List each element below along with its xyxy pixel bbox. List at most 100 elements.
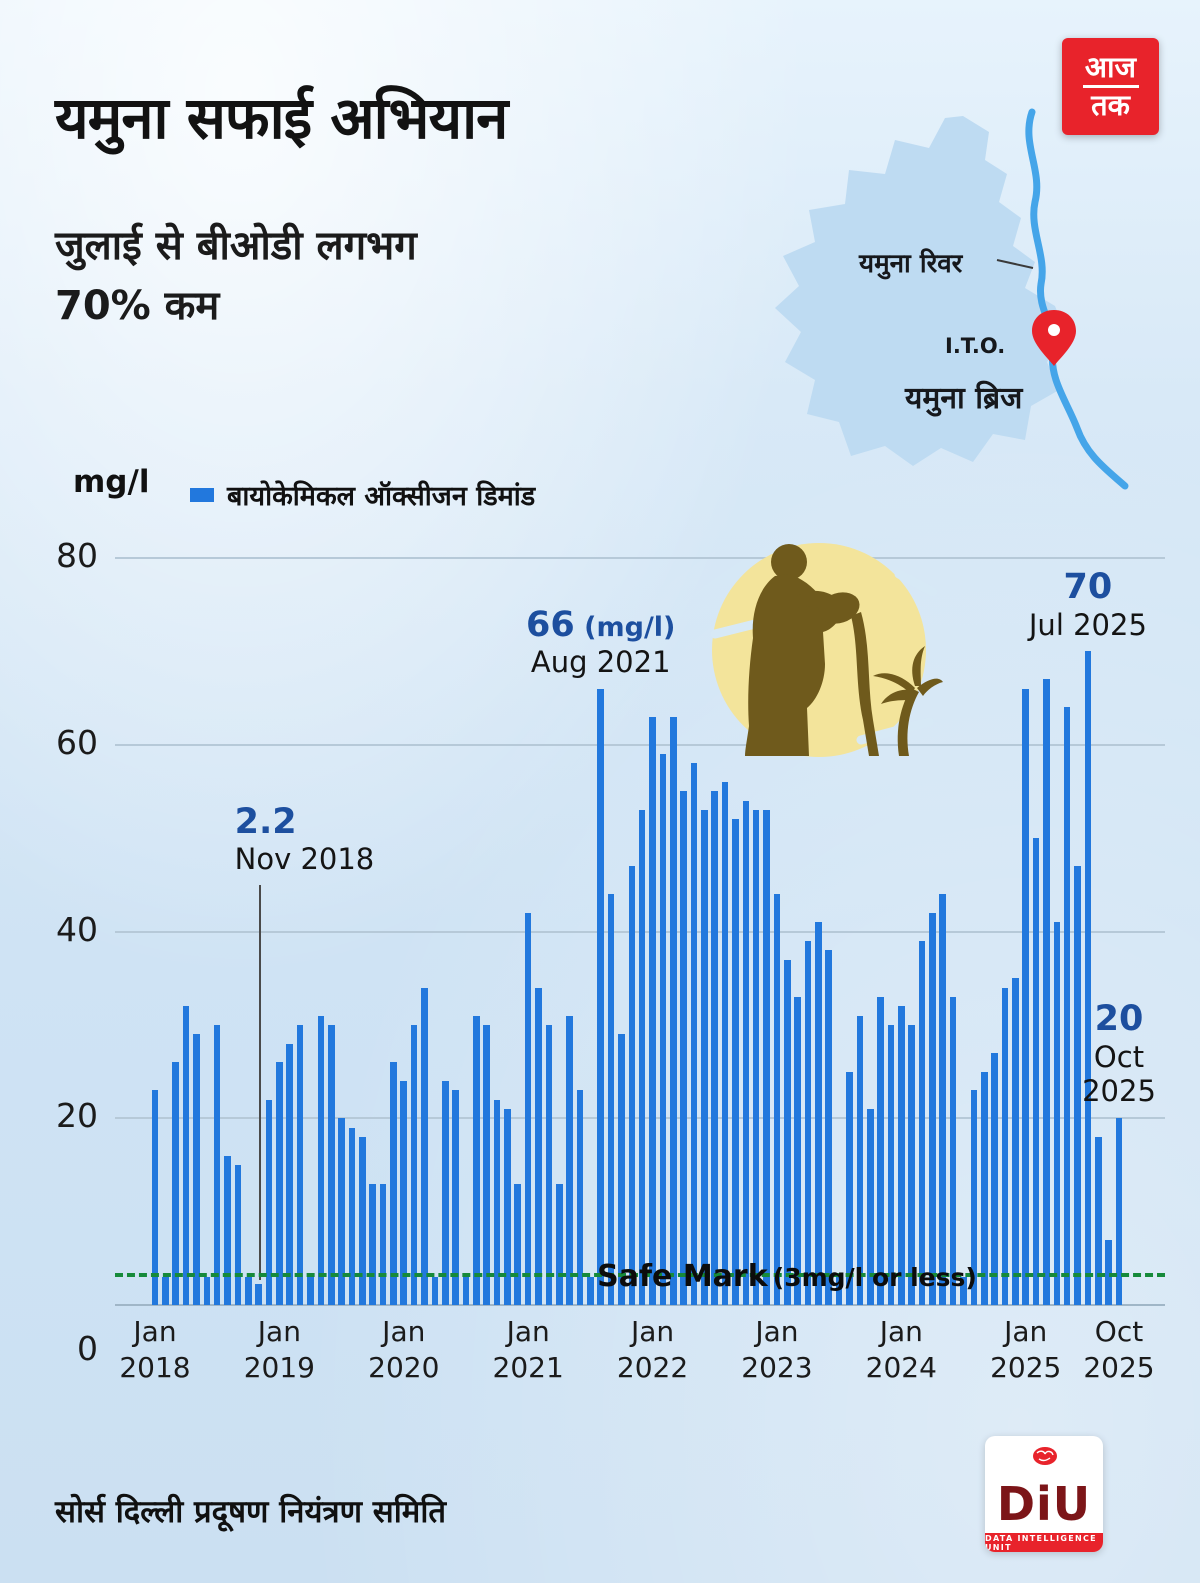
diu-logo-top: DiU	[985, 1436, 1103, 1533]
subtitle: जुलाई से बीओडी लगभग 70% कम	[55, 216, 417, 336]
page-title: यमुना सफाई अभियान	[55, 84, 508, 152]
bar-nov-2022	[752, 810, 760, 1305]
bar-dec-2019	[390, 1062, 397, 1305]
bar-nov-2021	[628, 866, 636, 1305]
annotation-date: 2025	[1082, 1074, 1156, 1109]
diu-logo-name: DiU	[996, 1477, 1092, 1531]
aajtak-logo-divider	[1082, 85, 1139, 88]
river-label: यमुना रिवर	[859, 249, 963, 279]
bar-jun-2021	[576, 1090, 584, 1305]
bar-may-2025	[1063, 707, 1071, 1305]
bar-jul-2018	[213, 1024, 221, 1305]
chart-legend: बायोकेमिकल ऑक्सीजन डिमांड	[190, 476, 535, 513]
safe-mark-label: Safe Mark (3mg/l or less)	[597, 1259, 977, 1294]
bar-may-2018	[193, 1034, 200, 1305]
aajtak-logo-bottom-text: तक	[1091, 88, 1130, 122]
brain-icon	[1033, 1447, 1057, 1465]
annotation-date: Oct	[1093, 1039, 1145, 1074]
bar-mar-2022	[669, 716, 677, 1305]
bar-aug-2023	[846, 1071, 853, 1305]
bar-sep-2021	[607, 894, 615, 1305]
bar-mar-2025	[1043, 679, 1050, 1305]
bar-dec-2018	[265, 1099, 273, 1305]
annotation-value: 20	[1094, 999, 1144, 1040]
bar-dec-2020	[514, 1183, 522, 1305]
x-tick-jan-2020: Jan 2020	[368, 1315, 440, 1385]
bar-jun-2019	[327, 1024, 335, 1305]
bar-sep-2022	[732, 819, 739, 1305]
subtitle-line1: जुलाई से बीओडी लगभग	[55, 223, 417, 269]
bar-oct-2023	[866, 1108, 874, 1305]
bar-oct-2022	[742, 800, 750, 1305]
x-tick-jan-2021: Jan 2021	[492, 1315, 564, 1385]
legend-series-label: बायोकेमिकल ऑक्सीजन डिमांड	[227, 481, 536, 512]
bar-jan-2019	[276, 1062, 283, 1305]
bar-jan-2025	[1022, 688, 1029, 1305]
bar-jul-2022	[711, 791, 719, 1305]
bar-sep-2019	[359, 1136, 366, 1305]
bar-feb-2024	[908, 1024, 915, 1305]
bar-apr-2023	[804, 940, 812, 1305]
bar-nov-2024	[1001, 987, 1009, 1305]
bar-feb-2021	[535, 987, 542, 1305]
bar-jul-2025	[1084, 651, 1092, 1305]
bar-dec-2022	[763, 810, 770, 1305]
bar-apr-2025	[1053, 922, 1061, 1305]
x-tick-jan-2025: Jan 2025	[990, 1315, 1062, 1385]
bar-apr-2020	[431, 1277, 439, 1305]
annotation-unit: (mg/l)	[574, 611, 676, 643]
x-tick-jan-2019: Jan 2019	[243, 1315, 316, 1385]
bar-may-2024	[939, 894, 947, 1305]
bar-oct-2018	[244, 1277, 252, 1305]
bar-oct-2021	[618, 1034, 625, 1305]
bar-oct-2024	[991, 1052, 998, 1305]
x-tick-oct-2025: Oct 2025	[1083, 1315, 1155, 1385]
annotation-20: 20 Oct 2025	[1082, 999, 1156, 1109]
bar-mar-2020	[421, 987, 428, 1305]
x-tick-jan-2018: Jan 2018	[119, 1315, 191, 1385]
y-axis-label-60: 60	[56, 722, 98, 762]
x-tick-jan-2023: Jan 2023	[741, 1315, 813, 1385]
gridline-0	[115, 1304, 1165, 1306]
gridline-80	[115, 557, 1165, 559]
plot-area: Safe Mark (3mg/l or less) 2.2 Nov 2018 66 …	[115, 557, 1165, 1306]
y-axis-unit-label: mg/l	[73, 464, 150, 500]
bar-apr-2021	[555, 1183, 563, 1305]
safe-mark-line	[115, 1273, 1165, 1277]
bar-apr-2024	[929, 912, 936, 1305]
bar-may-2020	[441, 1080, 449, 1305]
bar-jan-2020	[400, 1080, 408, 1305]
bar-dec-2024	[1012, 978, 1019, 1305]
bar-mar-2024	[918, 940, 926, 1305]
bar-aug-2018	[224, 1155, 231, 1305]
aajtak-logo-top-text: आज	[1084, 50, 1137, 84]
bar-may-2019	[317, 1015, 325, 1305]
y-axis-label-20: 20	[56, 1096, 98, 1136]
gridline-60	[115, 743, 1165, 746]
bar-sep-2024	[980, 1071, 988, 1305]
annotation-value: 2.2	[234, 801, 297, 842]
river-label-pointer-line	[996, 259, 1034, 269]
ito-label: I.T.O.	[945, 334, 1006, 358]
bar-nov-2018	[255, 1284, 262, 1305]
aajtak-logo: आज तक	[1062, 38, 1159, 135]
x-axis-labels: Jan 2018 Jan 2019 Jan 2020 Jan 2021 Jan 2022 Jan 20…	[115, 1314, 1165, 1384]
source-text: सोर्स दिल्ली प्रदूषण नियंत्रण समिति	[55, 1494, 447, 1530]
yamuna-river-line	[1025, 108, 1129, 490]
bar-jun-2025	[1074, 866, 1081, 1305]
annotation-pointer-line	[258, 884, 261, 1281]
delhi-map: यमुना रिवर I.T.O. यमुना ब्रिज	[745, 108, 1175, 510]
bar-feb-2020	[410, 1024, 418, 1305]
annotation-70: 70 Jul 2025	[1029, 567, 1147, 642]
bar-jun-2024	[949, 996, 957, 1305]
bar-jul-2023	[835, 1277, 843, 1305]
subtitle-line2: 70% कम	[55, 283, 220, 329]
bar-mar-2019	[296, 1024, 304, 1305]
bar-dec-2021	[638, 810, 646, 1305]
bar-jun-2023	[825, 950, 833, 1305]
bar-apr-2022	[680, 791, 687, 1305]
bar-nov-2023	[877, 996, 884, 1305]
annotation-2.2: 2.2 Nov 2018	[235, 802, 375, 877]
annotation-66: 66 (mg/l) Aug 2021	[526, 605, 675, 680]
diu-logo: DiU DATA INTELLIGENCE UNIT	[985, 1436, 1103, 1552]
